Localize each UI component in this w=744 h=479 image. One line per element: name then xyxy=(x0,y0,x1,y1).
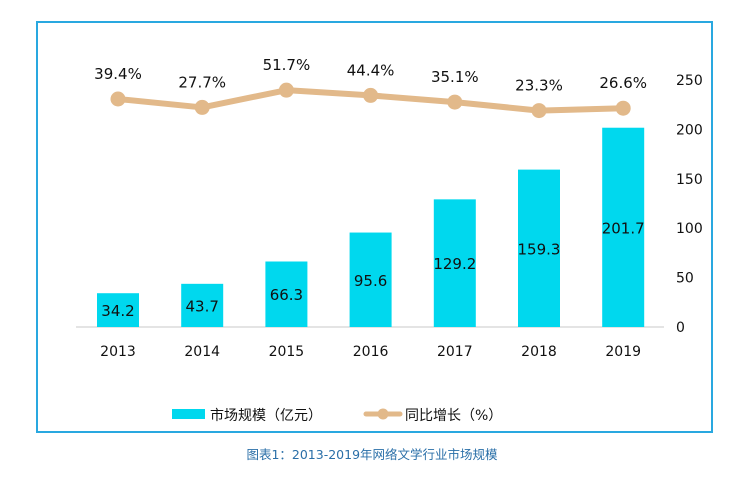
x-tick-2019: 2019 xyxy=(605,344,641,360)
growth-point-2018 xyxy=(531,103,547,119)
bar-2015 xyxy=(265,261,308,327)
bar-label-2018: 159.3 xyxy=(518,240,561,258)
bar-label-2014: 43.7 xyxy=(185,297,218,315)
bar-label-2019: 201.7 xyxy=(602,219,645,237)
bar-2017 xyxy=(433,199,476,327)
bar-label-2013: 34.2 xyxy=(101,302,134,320)
x-tick-2014: 2014 xyxy=(184,344,220,360)
growth-point-2019 xyxy=(615,100,631,116)
x-tick-2018: 2018 xyxy=(521,344,557,360)
growth-point-2013 xyxy=(110,91,126,107)
chart-border xyxy=(36,21,713,433)
y-tick-150: 150 xyxy=(676,172,703,188)
x-tick-2017: 2017 xyxy=(437,344,473,360)
bar-label-2016: 95.6 xyxy=(354,272,387,290)
growth-point-2017 xyxy=(447,94,463,110)
growth-label-2018: 23.3% xyxy=(515,77,563,95)
bar-label-2015: 66.3 xyxy=(270,286,303,304)
bar-2018 xyxy=(518,169,560,327)
growth-point-2014 xyxy=(194,99,210,115)
chart-caption: 图表1：2013-2019年网络文学行业市场规模 xyxy=(246,447,498,462)
bar-label-2017: 129.2 xyxy=(433,255,476,273)
y-tick-250: 250 xyxy=(676,73,703,89)
bar-2013 xyxy=(97,293,139,327)
legend-bar-swatch xyxy=(172,409,205,419)
y-tick-50: 50 xyxy=(676,271,694,287)
growth-label-2015: 51.7% xyxy=(263,56,311,74)
legend-line-marker xyxy=(377,408,389,420)
bar-2019 xyxy=(602,127,645,327)
y-tick-0: 0 xyxy=(676,320,685,336)
y-tick-100: 100 xyxy=(676,221,703,237)
growth-label-2013: 39.4% xyxy=(94,65,142,83)
growth-point-2016 xyxy=(363,87,379,103)
growth-label-2014: 27.7% xyxy=(178,73,226,91)
bar-2016 xyxy=(349,232,392,327)
x-tick-2016: 2016 xyxy=(353,344,389,360)
growth-label-2019: 26.6% xyxy=(599,74,647,92)
growth-point-2015 xyxy=(278,82,294,98)
y-tick-200: 200 xyxy=(676,122,703,138)
legend-bar-label: 市场规模（亿元） xyxy=(210,407,322,424)
bar-2014 xyxy=(181,283,224,327)
legend-line-label: 同比增长（%） xyxy=(405,408,502,424)
growth-label-2017: 35.1% xyxy=(431,68,479,86)
x-tick-2015: 2015 xyxy=(269,344,305,360)
x-tick-2013: 2013 xyxy=(100,344,136,360)
legend: 市场规模（亿元） 同比增长（%） xyxy=(172,407,502,424)
growth-label-2016: 44.4% xyxy=(347,61,395,79)
